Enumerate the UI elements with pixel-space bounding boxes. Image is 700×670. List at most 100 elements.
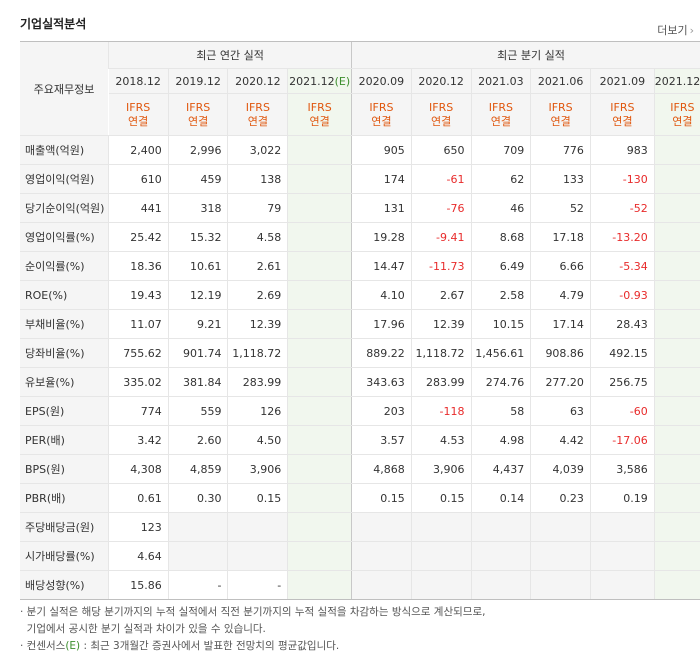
table-row: 부채비율(%) 11.07 9.21 12.39 17.96 12.39 10.15 17.1… [20, 309, 700, 339]
table-cell: 3,022 [227, 135, 288, 165]
table-row: EPS(원) 774 559 126 203 -118 58 63 -60 [20, 396, 700, 426]
table-cell [589, 512, 655, 542]
table-cell: -5.34 [589, 251, 655, 281]
table-cell: 2.60 [167, 425, 228, 455]
table-cell [287, 222, 352, 252]
table-cell: 126 [227, 396, 288, 426]
table-cell [653, 309, 700, 339]
table-cell: 6.66 [530, 251, 591, 281]
more-link[interactable]: 더보기 › [657, 22, 694, 38]
row-label: 영업이익률(%) [20, 222, 109, 252]
table-cell: 4.50 [227, 425, 288, 455]
period-header: 2021.03 [470, 68, 531, 94]
table-cell [410, 512, 471, 542]
table-cell: 4.42 [530, 425, 591, 455]
table-cell: 79 [227, 193, 288, 223]
period-header: 2018.12 [108, 68, 169, 94]
table-cell: 381.84 [167, 367, 228, 397]
table-cell [589, 570, 655, 600]
basis-header: IFRS 연결 [589, 93, 655, 136]
table-row: 영업이익률(%) 25.42 15.32 4.58 19.28 -9.41 8.68 17.1… [20, 222, 700, 252]
table-cell: 15.86 [108, 570, 169, 600]
row-label: 순이익률(%) [20, 251, 109, 281]
table-cell [530, 512, 591, 542]
table-cell: 46 [470, 193, 531, 223]
table-cell [287, 251, 352, 281]
period-header: 2019.12 [167, 68, 228, 94]
period-header: 2021.12(E) [287, 68, 352, 94]
table-cell: 58 [470, 396, 531, 426]
table-cell [410, 570, 471, 600]
table-cell: 2,400 [108, 135, 169, 165]
table-cell: 274.76 [470, 367, 531, 397]
table-cell [410, 541, 471, 571]
table-row: 유보율(%) 335.02 381.84 283.99 343.63 283.99 274.… [20, 367, 700, 397]
table-cell: -0.93 [589, 280, 655, 310]
table-cell: 2.58 [470, 280, 531, 310]
table-cell: 3.57 [351, 425, 412, 455]
period-header: 2020.09 [351, 68, 412, 94]
table-cell [287, 280, 352, 310]
table-cell: 2.69 [227, 280, 288, 310]
table-cell: -52 [589, 193, 655, 223]
table-cell [530, 570, 591, 600]
table-cell: 4.98 [470, 425, 531, 455]
table-cell [351, 570, 412, 600]
footnote-3: · 컨센서스(E) : 최근 3개월간 증권사에서 발표한 전망치의 평균값입니… [20, 640, 340, 652]
row-label: 부채비율(%) [20, 309, 109, 339]
table-cell [653, 222, 700, 252]
table-cell [351, 541, 412, 571]
period-header: 2021.06 [530, 68, 591, 94]
annual-group-header: 최근 연간 실적 [108, 41, 352, 69]
table-cell: 774 [108, 396, 169, 426]
table-cell: 776 [530, 135, 591, 165]
period-header: 2020.12 [410, 68, 471, 94]
table-cell [287, 454, 352, 484]
table-cell: 277.20 [530, 367, 591, 397]
table-cell: 133 [530, 164, 591, 194]
basis-header: IFRS 연결 [227, 93, 288, 136]
table-cell: 559 [167, 396, 228, 426]
table-row: 주당배당금(원) 123 [20, 512, 700, 542]
table-cell: 492.15 [589, 338, 655, 368]
table-cell: 25.42 [108, 222, 169, 252]
table-cell: -61 [410, 164, 471, 194]
table-cell: 755.62 [108, 338, 169, 368]
table-cell: 3,586 [589, 454, 655, 484]
table-cell: -130 [589, 164, 655, 194]
basis-header: IFRS 연결 [530, 93, 591, 136]
table-cell [287, 483, 352, 513]
table-cell: 0.19 [589, 483, 655, 513]
period-header: 2020.12 [227, 68, 288, 94]
row-label: PBR(배) [20, 483, 109, 513]
table-cell: 4,039 [530, 454, 591, 484]
table-cell: 4.58 [227, 222, 288, 252]
table-cell: 11.07 [108, 309, 169, 339]
table-cell [287, 396, 352, 426]
table-cell [653, 396, 700, 426]
table-cell: 901.74 [167, 338, 228, 368]
table-cell [653, 454, 700, 484]
table-cell: -118 [410, 396, 471, 426]
table-cell [653, 280, 700, 310]
table-cell [653, 164, 700, 194]
table-cell: 63 [530, 396, 591, 426]
table-cell: 283.99 [410, 367, 471, 397]
table-cell: 983 [589, 135, 655, 165]
table-cell: 131 [351, 193, 412, 223]
table-cell [653, 570, 700, 600]
table-cell: 174 [351, 164, 412, 194]
section-title: 기업실적분석 [20, 17, 87, 31]
table-row: 당좌비율(%) 755.62 901.74 1,118.72 889.22 1,118.7… [20, 338, 700, 368]
table-cell [287, 193, 352, 223]
table-cell: 3,906 [227, 454, 288, 484]
table-row: 당기순이익(억원) 441 318 79 131 -76 46 52 -52 [20, 193, 700, 223]
table-cell: 4,859 [167, 454, 228, 484]
table-row: 매출액(억원) 2,400 2,996 3,022 905 650 709 776 983 [20, 135, 700, 165]
table-cell: 0.15 [410, 483, 471, 513]
category-header: 주요재무정보 [20, 41, 109, 136]
table-cell: 4,308 [108, 454, 169, 484]
table-cell: 6.49 [470, 251, 531, 281]
more-label: 더보기 [657, 24, 688, 37]
table-cell [227, 512, 288, 542]
